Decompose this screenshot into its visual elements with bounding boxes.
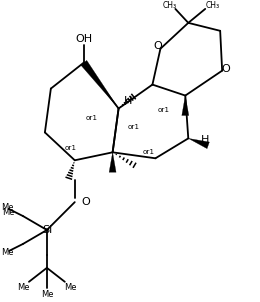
- Text: CH₃: CH₃: [205, 2, 219, 11]
- Text: Me: Me: [41, 290, 53, 299]
- Text: O: O: [82, 197, 90, 207]
- Text: or1: or1: [127, 124, 140, 130]
- Text: Me: Me: [1, 249, 13, 257]
- Polygon shape: [182, 95, 189, 115]
- Text: CH₃: CH₃: [162, 2, 177, 11]
- Polygon shape: [188, 138, 209, 149]
- Text: or1: or1: [142, 149, 154, 155]
- Text: H: H: [124, 95, 133, 105]
- Polygon shape: [109, 152, 116, 172]
- Text: or1: or1: [157, 108, 170, 114]
- Text: H: H: [201, 135, 209, 145]
- Text: O: O: [153, 41, 162, 51]
- Text: OH: OH: [75, 34, 92, 44]
- Text: Si: Si: [42, 225, 52, 235]
- Text: or1: or1: [65, 145, 77, 151]
- Text: Me: Me: [17, 283, 29, 292]
- Text: or1: or1: [86, 115, 98, 121]
- Text: O: O: [222, 64, 231, 74]
- Text: Me: Me: [64, 283, 77, 292]
- Text: Me: Me: [3, 207, 15, 217]
- Polygon shape: [81, 60, 119, 108]
- Text: Me: Me: [1, 203, 13, 212]
